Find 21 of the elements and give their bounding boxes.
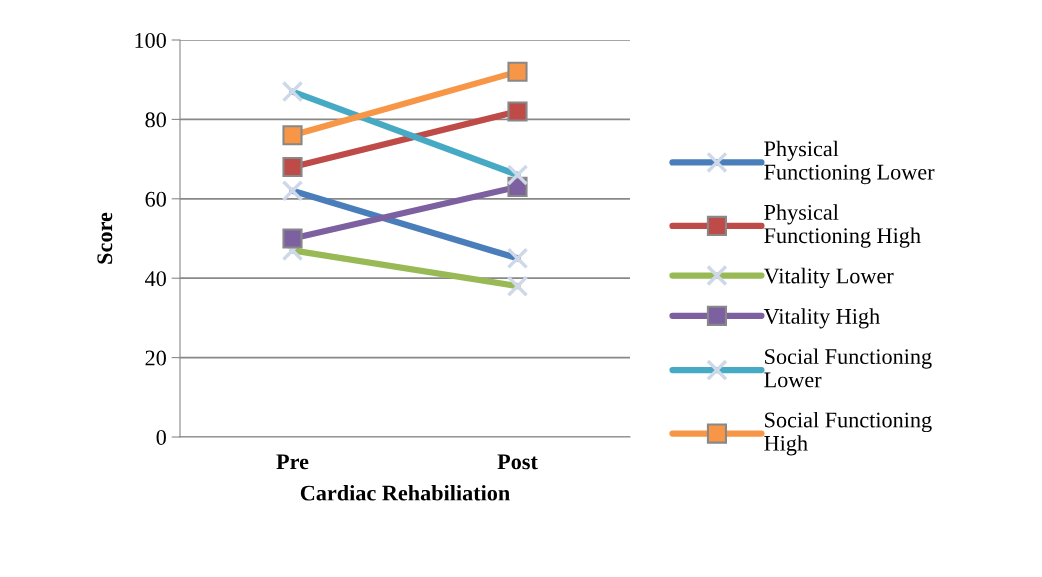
- y-tick-label: 20: [145, 350, 166, 366]
- point: [282, 125, 303, 146]
- point: [507, 101, 528, 122]
- x-tick-label: Post: [497, 454, 538, 470]
- point: [282, 228, 303, 249]
- legend-label: Vitality High: [763, 308, 880, 329]
- y-tick-label: 100: [135, 32, 166, 48]
- y-tick-label: 0: [156, 429, 166, 445]
- legend-label: Vitality Lower: [763, 267, 894, 289]
- point: [507, 61, 528, 82]
- x-axis-title: Cardiac Rehabiliation: [300, 484, 510, 501]
- point: [282, 156, 303, 178]
- legend-label: Physical Functioning High: [764, 204, 921, 248]
- x-tick-label: Pre: [276, 454, 309, 470]
- y-tick-label: 80: [145, 112, 166, 128]
- legend-label: Social Functioning Lower: [764, 348, 932, 388]
- y-axis-title: Score: [97, 212, 113, 264]
- legend-label: Physical Functioning Lower: [764, 140, 935, 185]
- y-tick-label: 40: [145, 271, 166, 287]
- legend-label: Social Functioning High: [764, 411, 932, 456]
- y-tick-label: 60: [145, 191, 166, 207]
